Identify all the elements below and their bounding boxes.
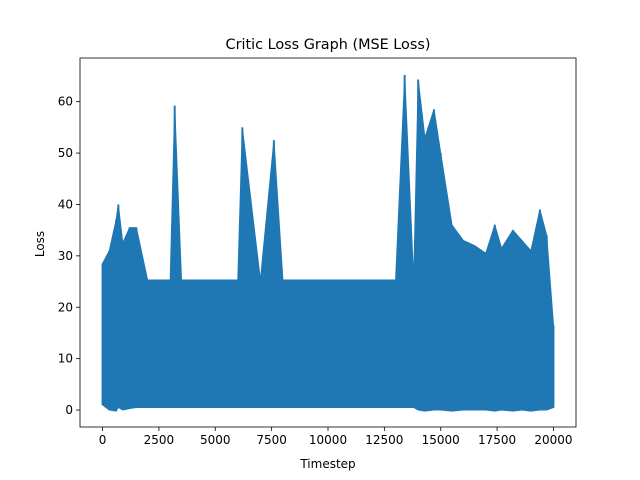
x-tick-label: 10000 [309,433,347,447]
x-tick-label: 12500 [365,433,403,447]
plot-area [101,74,555,412]
x-tick-label: 5000 [200,433,231,447]
y-tick-label: 60 [58,95,73,109]
y-tick-label: 30 [58,249,73,263]
x-tick-label: 2500 [144,433,175,447]
y-tick-label: 50 [58,146,73,160]
y-tick-label: 0 [65,403,73,417]
y-tick-label: 20 [58,300,73,314]
x-axis-label: Timestep [299,457,355,471]
chart-title: Critic Loss Graph (MSE Loss) [226,37,431,53]
x-tick-label: 15000 [422,433,460,447]
x-tick-label: 17500 [478,433,516,447]
x-tick-label: 7500 [256,433,287,447]
x-axis-ticks: 0 2500 5000 7500 10000 12500 15000 17500 20000 [99,427,573,447]
y-axis-label: Loss [33,231,47,257]
y-tick-label: 40 [58,197,73,211]
y-tick-label: 10 [58,352,73,366]
y-axis-ticks: 0 10 20 30 40 50 60 [58,95,80,417]
x-tick-label: 20000 [534,433,572,447]
x-tick-label: 0 [99,433,107,447]
